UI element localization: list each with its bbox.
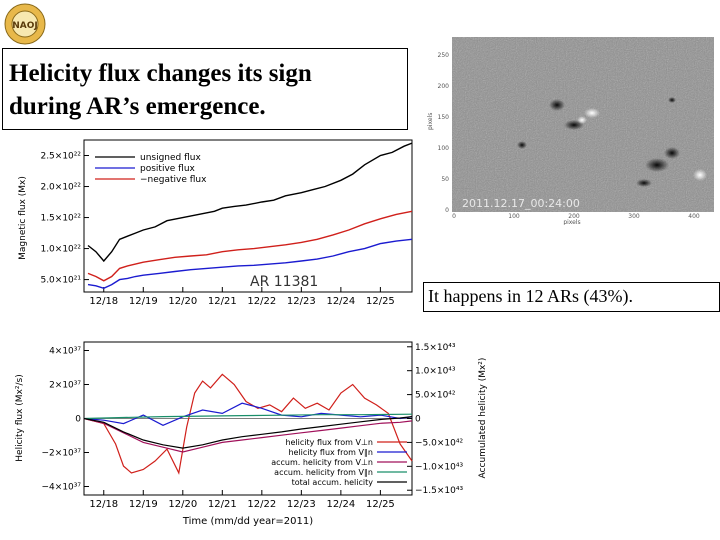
flux-x-tick-label: 12/25 — [366, 296, 395, 307]
svg-text:helicity flux from V∥n: helicity flux from V∥n — [288, 448, 373, 457]
flux-x-tick-label: 12/18 — [89, 296, 118, 307]
helicity-x-tick-label: 12/22 — [247, 499, 276, 510]
helicity-x-tick-label: 12/23 — [287, 499, 316, 510]
helicity-x-tick-label: 12/25 — [366, 499, 395, 510]
flux-series-line-1 — [87, 238, 413, 290]
flux-x-tick-label: 12/19 — [129, 296, 158, 307]
flux-y-tick-label: 5.0×10²¹ — [40, 276, 81, 286]
svg-text:200: 200 — [438, 83, 450, 90]
positive-polarity-spot — [584, 108, 600, 118]
helicity-x-tick-label: 12/21 — [208, 499, 237, 510]
helicity-series — [83, 373, 413, 475]
helicity-y-tick-label: 4×10³⁷ — [49, 347, 81, 357]
svg-text:250: 250 — [438, 52, 450, 59]
flux-x-tick-label: 12/21 — [208, 296, 237, 307]
svg-text:accum. helicity from V⊥n: accum. helicity from V⊥n — [271, 458, 373, 467]
helicity-plot-frame — [83, 341, 413, 496]
flux-y-ticks: 5.0×10²¹ 1.0×10²² 1.5×10²² 2.0×10²² 2.5×10²² — [40, 152, 89, 286]
helicity-x-tick-label: 12/19 — [129, 499, 158, 510]
helicity-series-line-0 — [83, 373, 413, 475]
magnetogram-ylabel: pixels — [427, 113, 434, 130]
svg-text:400: 400 — [688, 213, 700, 220]
flux-series-line-2 — [87, 210, 413, 282]
helicity-y-tick-label: 2×10³⁷ — [49, 381, 81, 391]
helicity-y-axis-label: Helicity flux (Mx²/s) — [15, 374, 25, 461]
flux-series-line-0 — [87, 142, 413, 263]
institute-logo: NAOJ — [4, 3, 46, 45]
helicity-x-axis-label: Time (mm/dd year=2011) — [182, 516, 313, 527]
helicity-x-tick-label: 12/24 — [326, 499, 355, 510]
flux-plot-frame — [83, 139, 413, 293]
negative-polarity-spot — [549, 99, 565, 111]
svg-text:100: 100 — [438, 145, 450, 152]
flux-y-tick-label: 1.5×10²² — [40, 214, 81, 224]
title-line-1: Helicity flux changes its sign — [9, 60, 312, 87]
helicity-series-line-3 — [83, 413, 413, 420]
slide-title: Helicity flux changes its sign during AR… — [2, 48, 408, 130]
svg-text:200: 200 — [568, 213, 580, 220]
flux-x-tick-label: 12/24 — [326, 296, 355, 307]
flux-x-tick-label: 12/23 — [287, 296, 316, 307]
magnetogram-yticks: 0 50 100 150 200 250 — [438, 52, 450, 214]
title-line-2: during AR’s emergence. — [9, 93, 266, 120]
magnetogram-xlabel: pixels — [563, 219, 580, 225]
sign-change-note: It happens in 12 ARs (43%). — [423, 282, 720, 312]
magnetogram-timestamp: 2011.12.17_00:24:00 — [462, 197, 580, 210]
helicity-x-tick-label: 12/18 — [89, 499, 118, 510]
accum-helicity-y-axis-label: Accumulated helicity (Mx²) — [478, 358, 488, 479]
svg-text:accum. helicity from V∥n: accum. helicity from V∥n — [274, 468, 373, 477]
flux-x-tick-label: 12/22 — [247, 296, 276, 307]
flux-legend: unsigned flux positive flux −negative fl… — [95, 153, 207, 185]
svg-text:300: 300 — [628, 213, 640, 220]
accum-helicity-y-ticks: −1.5×10⁴³ −1.0×10⁴³ −5.0×10⁴² 0 5.0×10⁴² 1.0×… — [407, 343, 463, 496]
svg-text:150: 150 — [438, 114, 450, 121]
flux-x-ticks: 12/18 12/19 12/20 12/21 12/22 12/23 12/24 12/25 — [89, 287, 395, 307]
logo-text: NAOJ — [12, 21, 38, 31]
legend-unsigned-flux: unsigned flux — [140, 153, 201, 163]
svg-text:100: 100 — [508, 213, 520, 220]
svg-text:0: 0 — [445, 207, 449, 214]
helicity-legend: helicity flux from V⊥n helicity flux fro… — [271, 438, 407, 487]
helicity-y-ticks: −4×10³⁷ −2×10³⁷ 0 2×10³⁷ 4×10³⁷ — [42, 347, 412, 493]
flux-series — [87, 142, 413, 290]
flux-y-tick-label: 2.5×10²² — [40, 152, 81, 162]
helicity-series-line-2 — [83, 417, 413, 453]
magnetogram-xticks: 0 100 200 300 400 — [452, 213, 700, 220]
legend-positive-flux: positive flux — [140, 164, 196, 174]
flux-y-axis-label: Magnetic flux (Mx) — [18, 176, 28, 260]
active-region-label: AR 11381 — [250, 274, 318, 290]
accum-helicity-y-tick-label: 5.0×10⁴² — [415, 391, 456, 401]
accum-helicity-y-tick-label: 0 — [415, 415, 421, 425]
helicity-x-tick-label: 12/20 — [168, 499, 197, 510]
magnetogram-image: 2011.12.17_00:24:00 pixels pixels 0 100 … — [422, 35, 720, 225]
flux-y-tick-label: 1.0×10²² — [40, 245, 81, 255]
legend-negative-flux: −negative flux — [140, 175, 207, 185]
helicity-y-tick-label: 0 — [75, 415, 81, 425]
accum-helicity-y-tick-label: −1.5×10⁴³ — [415, 486, 463, 496]
svg-text:total accum. helicity: total accum. helicity — [292, 478, 374, 487]
svg-text:helicity flux from V⊥n: helicity flux from V⊥n — [285, 438, 373, 447]
helicity-series-line-4 — [83, 416, 413, 449]
helicity-x-ticks: 12/18 12/19 12/20 12/21 12/22 12/23 12/24 12/25 — [89, 490, 395, 510]
helicity-y-tick-label: −4×10³⁷ — [42, 483, 82, 493]
accum-helicity-y-tick-label: −1.0×10⁴³ — [415, 462, 463, 472]
helicity-y-tick-label: −2×10³⁷ — [42, 449, 82, 459]
accum-helicity-y-tick-label: 1.5×10⁴³ — [415, 343, 456, 353]
helicity-series-line-1 — [83, 402, 413, 426]
flux-y-tick-label: 2.0×10²² — [40, 183, 81, 193]
accum-helicity-y-tick-label: −5.0×10⁴² — [415, 438, 463, 448]
flux-x-tick-label: 12/20 — [168, 296, 197, 307]
svg-text:0: 0 — [452, 213, 456, 220]
accum-helicity-y-tick-label: 1.0×10⁴³ — [415, 367, 456, 377]
svg-text:50: 50 — [441, 176, 449, 183]
